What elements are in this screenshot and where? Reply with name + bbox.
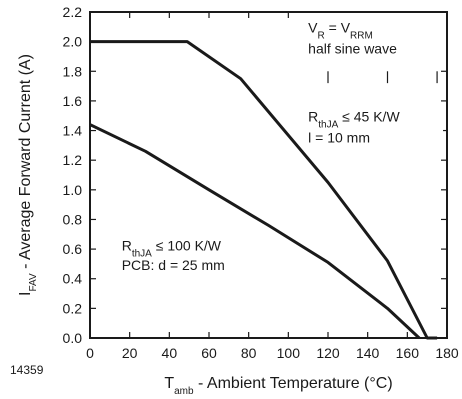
y-tick-label: 1.2 — [63, 152, 83, 168]
x-tick-label: 160 — [396, 345, 420, 361]
x-tick-label: 120 — [316, 345, 340, 361]
labels-layer: 0 20 40 60 80 100 120 140 160 180 0.0 0.2 0.4 0.6 0.8 1… — [10, 4, 459, 397]
y-tick-label: 1.6 — [63, 93, 83, 109]
x-tick-label: 180 — [435, 345, 459, 361]
y-tick-label: 0.2 — [63, 300, 83, 316]
lower-curve-pcb-label: PCB: d = 25 mm — [122, 257, 225, 273]
condition-box — [292, 12, 447, 69]
condition-vr-label: VR = VRRM — [308, 20, 373, 42]
x-tick-label: 140 — [356, 345, 380, 361]
lower-label-backdrop — [113, 231, 289, 273]
x-tick-label: 60 — [201, 345, 217, 361]
series-layer — [89, 40, 438, 340]
x-axis-title: Tamb - Ambient Temperature (°C) — [164, 375, 392, 394]
figure-id: 14359 — [10, 363, 44, 377]
y-tick-label: 0.4 — [63, 271, 83, 287]
condition-waveform-label: half sine wave — [308, 40, 397, 56]
x-tick-label: 100 — [277, 345, 301, 361]
y-tick-label: 1.4 — [63, 123, 83, 139]
series-line-rthja-100 — [89, 123, 421, 340]
plot-frame — [89, 11, 448, 339]
lower-curve-rth-label: RthJA ≤ 100 K/W — [122, 238, 222, 260]
upper-label-backdrop — [304, 102, 444, 150]
x-tick-label: 0 — [86, 345, 94, 361]
upper-curve-rth-label: RthJA ≤ 45 K/W — [308, 109, 400, 130]
y-tick-label: 0.0 — [63, 330, 83, 346]
y-tick-label: 0.8 — [63, 211, 83, 227]
series-line-rthja-45 — [90, 40, 438, 340]
y-tick-label: 1.0 — [63, 182, 83, 198]
y-tick-label: 2.0 — [63, 34, 83, 50]
x-tick-label: 20 — [122, 345, 138, 361]
y-axis-title: IFAV - Average Forward Current (A) — [17, 54, 39, 296]
x-tick-label: 80 — [241, 345, 257, 361]
x-tick-label: 40 — [162, 345, 178, 361]
y-tick-label: 0.6 — [63, 241, 83, 257]
y-tick-label: 2.2 — [63, 4, 83, 20]
upper-curve-length-label: l = 10 mm — [308, 129, 370, 145]
y-tick-label: 1.8 — [63, 63, 83, 79]
